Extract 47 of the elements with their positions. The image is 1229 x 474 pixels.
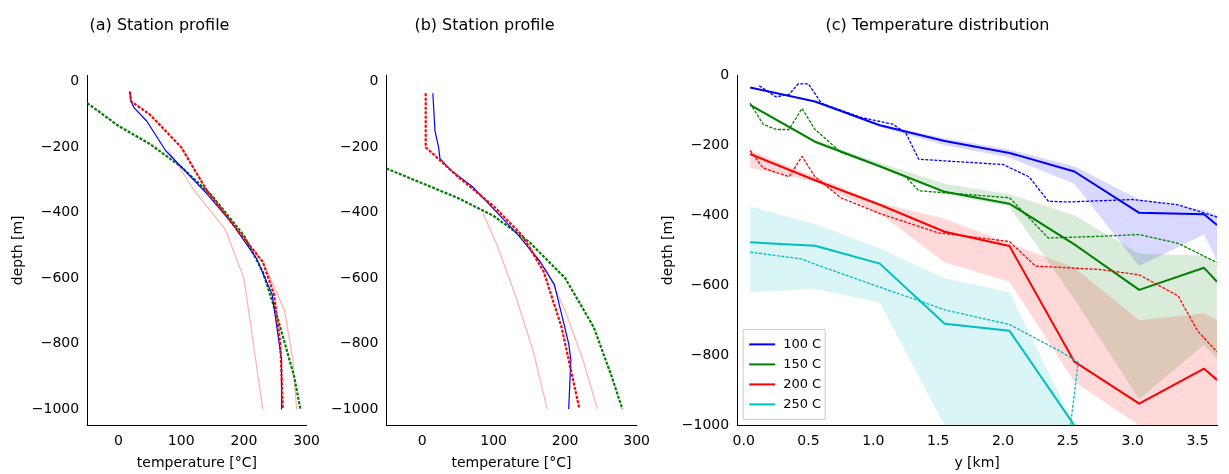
y-tick-label: −200 xyxy=(690,135,730,152)
x-tick-label: 1.5 xyxy=(927,432,950,449)
y-tick-label: −200 xyxy=(339,137,379,154)
x-tick-label: 0.0 xyxy=(732,432,755,449)
y-axis-title: depth [m] xyxy=(9,215,26,286)
chart-title: (c) Temperature distribution xyxy=(825,14,1050,34)
y-tick-label: −600 xyxy=(339,268,379,285)
y-tick-label: −400 xyxy=(40,203,80,220)
line-series xyxy=(87,101,302,411)
y-tick-label: −200 xyxy=(40,137,80,154)
x-tick-label: 200 xyxy=(230,432,258,449)
y-tick-label: −600 xyxy=(40,268,80,285)
x-tick-label: 100 xyxy=(480,432,507,449)
y-tick-label: −400 xyxy=(339,203,379,220)
x-tick-label: 1.0 xyxy=(862,432,885,449)
x-tick-label: 3.5 xyxy=(1186,432,1209,449)
x-tick-label: 2.5 xyxy=(1056,432,1079,449)
legend-label: 250 C xyxy=(783,395,822,411)
y-tick-label: −600 xyxy=(690,275,730,292)
y-tick-label: −1000 xyxy=(331,399,379,416)
x-tick-label: 2.0 xyxy=(991,432,1015,449)
x-tick-label: 0 xyxy=(114,432,123,449)
y-tick-label: −1000 xyxy=(681,416,730,433)
x-axis-title: temperature [°C] xyxy=(136,454,257,471)
chart-title: (b) Station profile xyxy=(414,14,555,34)
x-tick-label: 0 xyxy=(417,432,427,449)
x-tick-label: 3.0 xyxy=(1121,432,1144,449)
y-tick-label: −800 xyxy=(339,334,379,351)
x-tick-label: 300 xyxy=(623,432,651,449)
y-axis-title: depth [m] xyxy=(659,215,676,286)
x-tick-label: 0.5 xyxy=(797,432,820,449)
x-tick-label: 300 xyxy=(293,432,321,449)
x-axis-title: y [km] xyxy=(954,454,1000,471)
chart-title: (a) Station profile xyxy=(89,14,230,34)
y-tick-label: −400 xyxy=(690,205,730,222)
y-tick-label: 0 xyxy=(720,65,730,82)
x-tick-label: 100 xyxy=(167,432,195,449)
y-tick-label: −1000 xyxy=(31,399,80,416)
legend-label: 150 C xyxy=(783,355,822,371)
legend-label: 200 C xyxy=(783,375,822,391)
y-tick-label: −800 xyxy=(690,346,730,362)
x-axis-title: temperature [°C] xyxy=(451,454,572,471)
y-tick-label: 0 xyxy=(70,72,80,89)
legend-label: 100 C xyxy=(783,335,822,351)
x-tick-label: 200 xyxy=(551,432,579,449)
y-tick-label: −800 xyxy=(40,334,80,351)
y-tick-label: 0 xyxy=(369,72,379,89)
